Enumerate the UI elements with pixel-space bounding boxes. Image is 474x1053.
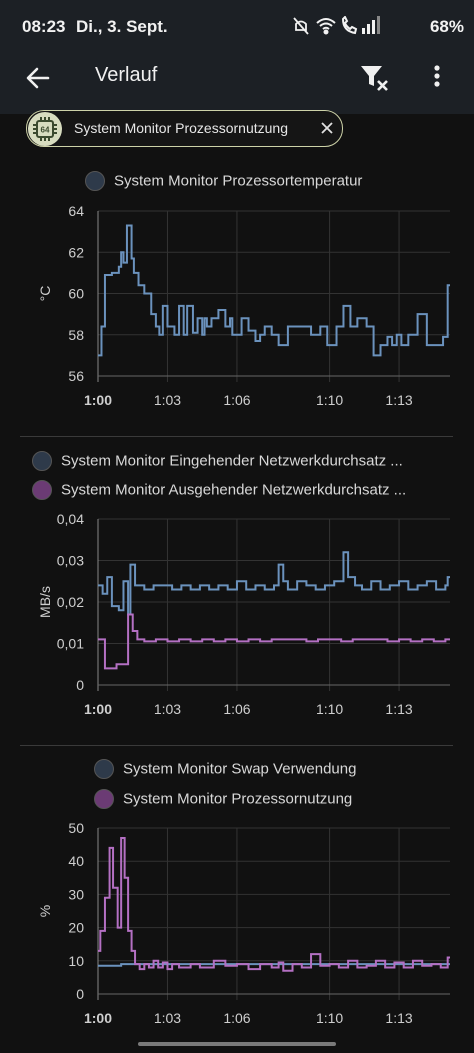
chart-3-legend-item-1[interactable]: System Monitor Swap Verwendung xyxy=(94,759,356,779)
cpu-usage-chart: 0 10 20 30 40 50 1:00 1:03 1:06 1:10 1:13% xyxy=(37,820,450,1026)
x-tick-label: 1:00 xyxy=(84,701,112,717)
x-tick-label: 1:10 xyxy=(316,392,343,408)
status-icons xyxy=(292,15,392,41)
legend-label: System Monitor Swap Verwendung xyxy=(123,760,357,778)
section-divider xyxy=(20,745,453,746)
status-bar: 08:23 Di., 3. Sept. 68% xyxy=(0,0,474,54)
legend-swatch xyxy=(94,789,114,809)
x-tick-label: 1:03 xyxy=(154,1010,181,1026)
filter-chip-label: System Monitor Prozessornutzung xyxy=(74,120,288,136)
x-tick-label: 1:13 xyxy=(385,1010,412,1026)
y-tick-label: 64 xyxy=(68,203,84,219)
y-tick-label: 58 xyxy=(68,327,84,343)
y-tick-label: 0,03 xyxy=(57,553,84,569)
filter-chip[interactable]: 64 System Monitor Prozessornutzung xyxy=(26,110,343,147)
series-line-1 xyxy=(98,224,450,357)
network-chart: 0 0,01 0,02 0,03 0,04 1:00 1:03 1:06 1:10 1:13 MB/… xyxy=(37,511,450,717)
x-tick-label: 1:00 xyxy=(84,392,112,408)
status-time: 08:23 xyxy=(22,17,66,36)
series-line-1 xyxy=(98,963,450,967)
mute-icon xyxy=(293,17,309,35)
filter-remove-icon[interactable] xyxy=(358,62,390,94)
cpu-64-icon: 64 xyxy=(28,112,62,146)
y-axis-label: % xyxy=(37,905,53,917)
y-tick-label: 0 xyxy=(76,986,84,1002)
x-tick-label: 1:03 xyxy=(154,392,181,408)
y-tick-label: 0,04 xyxy=(57,511,84,527)
close-icon[interactable] xyxy=(320,121,334,135)
y-tick-label: 62 xyxy=(68,244,84,260)
home-indicator[interactable] xyxy=(138,1042,336,1046)
y-tick-label: 20 xyxy=(68,920,84,936)
series-line-1 xyxy=(98,551,450,616)
status-date: Di., 3. Sept. xyxy=(76,17,168,36)
y-tick-label: 0,02 xyxy=(57,594,84,610)
legend-swatch xyxy=(85,171,105,191)
section-divider xyxy=(20,436,453,437)
legend-swatch xyxy=(32,451,52,471)
y-tick-label: 60 xyxy=(68,286,84,302)
y-tick-label: 0 xyxy=(76,677,84,693)
y-tick-label: 56 xyxy=(68,368,84,384)
chart-1-legend-item-1[interactable]: System Monitor Prozessortemperatur xyxy=(85,171,362,191)
svg-text:64: 64 xyxy=(41,126,50,135)
y-axis-label: MB/s xyxy=(37,586,53,618)
y-tick-label: 0,01 xyxy=(57,636,84,652)
legend-swatch xyxy=(94,759,114,779)
legend-label: System Monitor Eingehender Netzwerkdurch… xyxy=(61,452,403,470)
x-tick-label: 1:10 xyxy=(316,701,343,717)
legend-label: System Monitor Prozessortemperatur xyxy=(114,172,363,190)
more-vert-icon[interactable] xyxy=(426,62,448,94)
call-icon xyxy=(341,15,358,35)
app-bar: Verlauf xyxy=(0,54,474,114)
chart-2-legend-item-2[interactable]: System Monitor Ausgehender Netzwerkdurch… xyxy=(32,480,406,500)
page-title: Verlauf xyxy=(95,64,158,86)
x-tick-label: 1:03 xyxy=(154,701,181,717)
legend-label: System Monitor Ausgehender Netzwerkdurch… xyxy=(61,481,407,499)
x-tick-label: 1:00 xyxy=(84,1010,112,1026)
status-battery: 68% xyxy=(429,17,464,36)
y-tick-label: 10 xyxy=(68,953,84,969)
legend-swatch xyxy=(32,480,52,500)
x-tick-label: 1:06 xyxy=(223,1010,250,1026)
x-tick-label: 1:06 xyxy=(223,701,250,717)
y-axis-label: °C xyxy=(37,286,53,302)
chart-3-legend-item-2[interactable]: System Monitor Prozessornutzung xyxy=(94,789,352,809)
signal-icon xyxy=(362,16,380,34)
temperature-chart: 56 58 60 62 64 1:00 1:03 1:06 1:10 1:13 °C xyxy=(37,203,450,408)
y-tick-label: 30 xyxy=(68,886,84,902)
series-line-2 xyxy=(98,613,450,670)
y-tick-label: 40 xyxy=(68,853,84,869)
legend-label: System Monitor Prozessornutzung xyxy=(123,790,353,808)
x-tick-label: 1:13 xyxy=(385,701,412,717)
chart-2-legend-item-1[interactable]: System Monitor Eingehender Netzwerkdurch… xyxy=(32,451,403,471)
wifi-icon xyxy=(316,18,336,35)
x-tick-label: 1:13 xyxy=(385,392,412,408)
y-tick-label: 50 xyxy=(68,820,84,836)
series-line-2 xyxy=(98,836,450,972)
x-tick-label: 1:10 xyxy=(316,1010,343,1026)
x-tick-label: 1:06 xyxy=(223,392,250,408)
back-arrow-icon[interactable] xyxy=(24,64,52,92)
